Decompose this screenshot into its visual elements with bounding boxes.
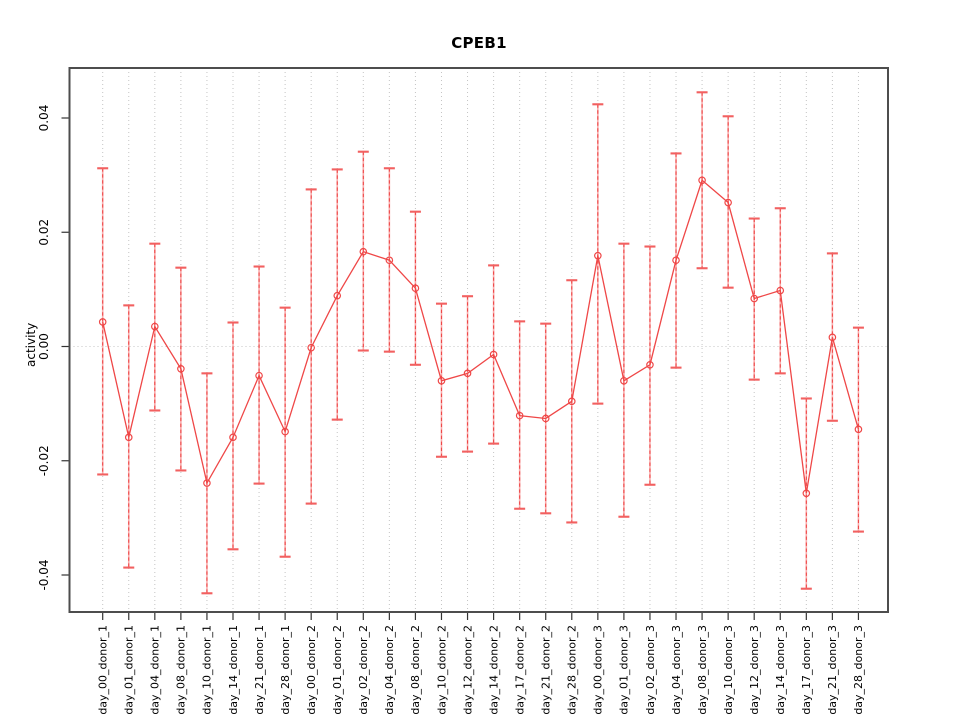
x-tick-label: day_08_donor_3 <box>696 625 709 715</box>
data-point <box>359 247 368 256</box>
data-point <box>177 364 185 373</box>
data-point <box>281 427 289 436</box>
data-point <box>802 489 811 498</box>
data-point <box>646 360 654 369</box>
data-point <box>124 433 133 442</box>
x-tick-label: day_08_donor_2 <box>409 625 422 715</box>
x-tick-label: day_28_donor_1 <box>279 625 292 715</box>
x-tick-label: day_08_donor_1 <box>175 625 188 715</box>
data-point <box>750 294 759 303</box>
x-tick-label: day_17_donor_3 <box>800 625 813 715</box>
data-point <box>489 350 498 359</box>
x-tick-label: day_14_donor_1 <box>227 625 240 715</box>
x-tick-label: day_21_donor_3 <box>826 625 839 715</box>
data-point <box>98 318 107 326</box>
series-line <box>102 179 860 494</box>
data-point <box>776 286 785 295</box>
data-point <box>203 479 211 487</box>
plot-frame <box>68 67 889 613</box>
data-point <box>463 369 472 378</box>
data-point <box>620 376 628 385</box>
data-point <box>307 343 315 352</box>
x-tick-label: day_00_donor_2 <box>305 625 318 715</box>
data-point <box>437 376 446 385</box>
x-tick-label: day_02_donor_3 <box>644 625 657 715</box>
y-tick-label: 0.04 <box>37 105 51 132</box>
y-tick-label: 0.00 <box>37 333 51 360</box>
data-point <box>515 411 524 420</box>
x-tick-label: day_28_donor_2 <box>566 625 579 715</box>
data-point <box>411 284 420 293</box>
x-tick-label: day_12_donor_3 <box>748 625 761 715</box>
x-tick-label: day_17_donor_2 <box>513 625 526 715</box>
data-point <box>828 333 837 342</box>
x-tick-label: day_21_donor_2 <box>540 625 553 715</box>
data-point <box>229 433 237 442</box>
y-tick-label: 0.02 <box>37 219 51 246</box>
x-tick-label: day_01_donor_3 <box>618 625 631 715</box>
x-tick-label: day_14_donor_3 <box>774 625 787 715</box>
x-tick-label: day_10_donor_3 <box>722 625 735 715</box>
x-tick-label: day_14_donor_2 <box>487 625 500 715</box>
data-point <box>698 176 706 185</box>
data-point <box>672 256 680 265</box>
data-point <box>385 256 394 265</box>
x-tick-label: day_04_donor_1 <box>149 625 162 715</box>
data-point <box>255 371 263 380</box>
x-tick-label: day_01_donor_1 <box>123 625 136 715</box>
x-tick-label: day_01_donor_2 <box>331 625 344 715</box>
data-point <box>567 397 576 406</box>
x-tick-label: day_21_donor_1 <box>253 625 266 715</box>
x-tick-label: day_28_donor_3 <box>852 625 865 715</box>
x-tick-label: day_04_donor_3 <box>670 625 683 715</box>
x-tick-label: day_00_donor_3 <box>592 625 605 715</box>
data-point <box>854 425 863 434</box>
x-tick-label: day_04_donor_2 <box>383 625 396 715</box>
x-tick-label: day_00_donor_1 <box>97 625 110 715</box>
y-tick-label: -0.02 <box>37 445 51 476</box>
data-point <box>724 198 732 207</box>
x-tick-label: day_10_donor_1 <box>201 625 214 715</box>
y-tick-label: -0.04 <box>37 559 51 590</box>
x-tick-label: day_10_donor_2 <box>435 625 448 715</box>
data-point <box>541 414 550 423</box>
data-point <box>594 251 602 260</box>
data-point <box>333 291 342 300</box>
chart-title: CPEB1 <box>451 34 507 52</box>
x-tick-label: day_12_donor_2 <box>461 625 474 715</box>
data-point <box>151 322 159 331</box>
x-tick-label: day_02_donor_2 <box>357 625 370 715</box>
